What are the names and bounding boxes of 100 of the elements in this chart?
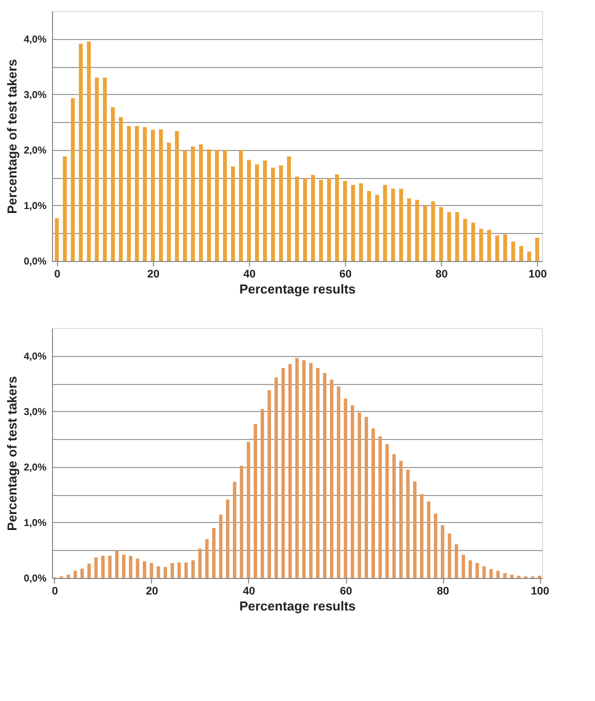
bar <box>78 44 83 261</box>
bar <box>447 212 452 261</box>
bar <box>391 188 396 261</box>
bar <box>303 178 307 261</box>
bar <box>375 194 380 261</box>
x-tick-label: 0 <box>52 586 58 598</box>
bar <box>343 181 348 261</box>
bar <box>80 568 84 578</box>
bar <box>205 539 209 578</box>
bar <box>489 569 493 578</box>
bar <box>271 168 275 261</box>
bar <box>150 130 155 261</box>
x-tick-label: 100 <box>530 586 550 598</box>
bar <box>102 78 107 261</box>
y-tick-label: 1,0% <box>24 200 47 212</box>
bar <box>62 156 67 261</box>
bar <box>118 117 123 261</box>
bar <box>238 150 243 261</box>
bar <box>254 424 258 578</box>
bar <box>166 142 171 261</box>
bar <box>407 198 412 261</box>
y-tick-label: 0,0% <box>24 256 47 268</box>
bar <box>70 98 75 261</box>
bar <box>330 380 334 578</box>
bar <box>350 405 354 578</box>
bar <box>295 176 299 261</box>
bar <box>482 566 486 578</box>
bar <box>319 180 323 261</box>
bar <box>260 409 264 578</box>
bar <box>170 563 174 578</box>
x-tick-label: 40 <box>243 268 256 280</box>
bar <box>385 444 389 578</box>
bar <box>262 160 267 261</box>
bar <box>184 562 188 578</box>
bar <box>156 566 160 578</box>
y-axis-title: Percentage of test takers <box>4 59 20 214</box>
y-tick-label: 2,0% <box>24 462 47 474</box>
bar <box>510 574 514 578</box>
bar <box>471 222 476 261</box>
y-tick-label: 0,0% <box>24 574 47 584</box>
bar <box>268 390 272 578</box>
bar <box>128 556 132 578</box>
bar <box>122 554 126 578</box>
bar <box>399 188 404 261</box>
x-tick-label: 20 <box>147 268 160 280</box>
bar <box>279 165 283 261</box>
bar <box>74 570 77 578</box>
bar <box>281 368 285 578</box>
bar <box>420 494 424 578</box>
bar <box>413 481 417 578</box>
bar <box>503 573 507 578</box>
bar <box>475 563 479 578</box>
y-tick-label: 4,0% <box>24 34 47 46</box>
bar <box>115 550 119 578</box>
bar <box>415 200 420 261</box>
bar <box>87 564 91 578</box>
bar <box>198 144 203 261</box>
y-axis-title: Percentage of test takers <box>4 376 20 531</box>
bar <box>335 174 339 261</box>
x-tick-label: 80 <box>436 586 450 598</box>
bar <box>359 183 364 261</box>
bar <box>431 202 436 261</box>
x-axis-title: Percentage results <box>239 282 356 296</box>
bar <box>503 234 508 261</box>
bar <box>108 556 112 578</box>
bar <box>336 386 340 578</box>
x-tick-label: 40 <box>242 586 256 598</box>
bar <box>164 566 168 578</box>
bar <box>232 482 236 578</box>
bar <box>495 235 500 261</box>
bar <box>255 164 259 261</box>
bar <box>219 514 222 578</box>
bar <box>462 554 466 578</box>
bar <box>440 525 444 578</box>
y-tick-label: 2,0% <box>24 145 47 156</box>
bar <box>230 166 235 261</box>
bar <box>174 131 179 261</box>
bar <box>134 126 139 261</box>
bar <box>519 246 524 261</box>
bar <box>351 184 356 261</box>
bar <box>110 107 115 261</box>
bar <box>372 428 375 578</box>
bar <box>367 191 372 261</box>
y-tick-label: 4,0% <box>24 351 47 362</box>
bar <box>487 230 492 261</box>
bar <box>190 146 195 261</box>
bar <box>423 205 428 261</box>
bar <box>287 156 291 261</box>
bar <box>479 228 484 261</box>
bar <box>322 373 326 578</box>
bar <box>288 364 292 578</box>
x-tick-label: 0 <box>54 268 60 280</box>
bar <box>378 436 382 578</box>
bar <box>222 150 227 261</box>
bar <box>240 466 244 578</box>
bar <box>214 150 219 261</box>
bar <box>136 558 140 578</box>
y-tick-label: 3,0% <box>24 406 47 418</box>
bar <box>206 149 211 261</box>
bar <box>177 562 181 578</box>
